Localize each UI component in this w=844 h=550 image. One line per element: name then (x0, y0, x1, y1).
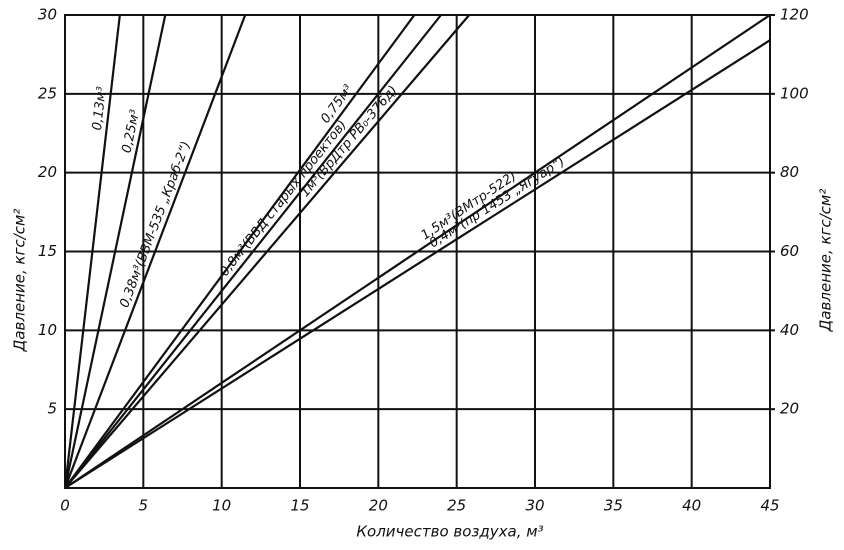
series-line (64, 39, 771, 489)
series-line (64, 14, 771, 489)
x-tick-label: 15 (290, 497, 309, 515)
y2-tick-label: 40 (780, 321, 799, 339)
series-line (63, 14, 247, 489)
x-tick-label: 5 (139, 497, 149, 515)
y-tick-label: 30 (38, 6, 57, 24)
x-tick-label: 20 (369, 497, 388, 515)
y2-tick-label: 120 (780, 6, 809, 24)
series-label: 0,8м³(ВВД старых проектов) (217, 118, 350, 280)
x-tick-label: 45 (760, 497, 779, 515)
series-line (63, 14, 167, 489)
y2-tick-label: 60 (780, 242, 799, 260)
y-tick-label: 10 (38, 321, 57, 339)
series-line (64, 14, 442, 489)
x-tick-label: 40 (682, 497, 701, 515)
series-label: 0,13м³ (90, 86, 110, 131)
x-tick-label: 35 (604, 497, 623, 515)
y2-axis-label: Давление, кгс/см² (817, 189, 835, 333)
y2-tick-label: 80 (780, 163, 799, 181)
y-tick-label: 20 (38, 163, 57, 181)
series-line (63, 14, 121, 489)
y2-tick-label: 100 (780, 84, 809, 102)
series-label: 0,4м³(пр 1453 „Ягуар“) (427, 154, 568, 251)
x-tick-label: 30 (525, 497, 544, 515)
y-axis-label: Давление, кгс/см² (11, 209, 29, 353)
series-line (64, 14, 471, 489)
y-tick-label: 25 (38, 84, 57, 102)
x-tick-label: 0 (60, 497, 70, 515)
y-tick-label: 5 (47, 400, 57, 418)
x-axis-label: Количество воздуха, м³ (356, 523, 543, 541)
y-tick-label: 15 (38, 242, 57, 260)
x-tick-label: 10 (212, 497, 231, 515)
x-tick-label: 25 (447, 497, 466, 515)
series-label: 0,38м³(ВВМ-535 „Краб-2“) (117, 139, 194, 309)
series-line (64, 14, 416, 489)
y2-tick-label: 20 (780, 400, 799, 418)
